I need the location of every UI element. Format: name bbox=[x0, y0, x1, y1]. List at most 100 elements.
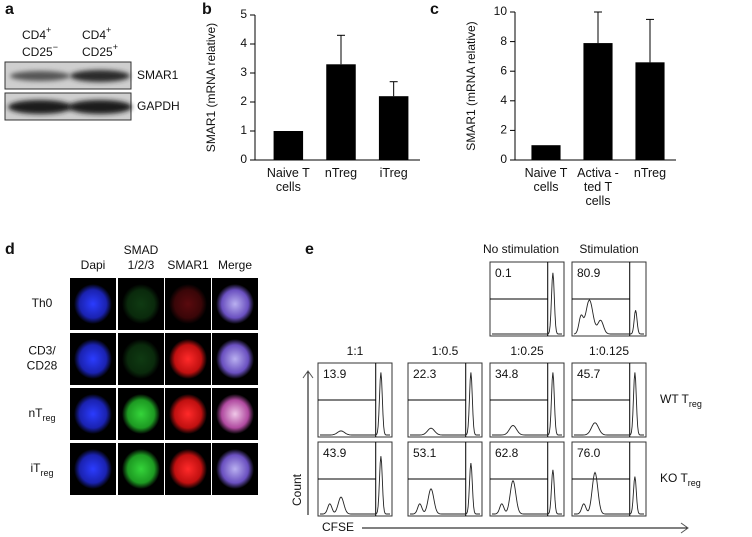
label-main: CD25 bbox=[82, 45, 113, 59]
y-tick-label: 2 bbox=[240, 94, 247, 108]
arrow-head bbox=[680, 522, 689, 534]
panel-label: a bbox=[5, 1, 14, 18]
label-main: KO T bbox=[660, 471, 688, 485]
panel-label: c bbox=[430, 1, 439, 18]
blot-column-label: CD25+ bbox=[82, 42, 118, 59]
label-main: CD25 bbox=[22, 45, 53, 59]
label-sub: reg bbox=[689, 399, 702, 409]
label-sup: + bbox=[106, 25, 111, 35]
arrow-head bbox=[302, 370, 314, 379]
row-label: CD3/ bbox=[28, 344, 56, 358]
cell bbox=[122, 284, 160, 324]
blot-band-label: GAPDH bbox=[137, 99, 180, 113]
label-sup: + bbox=[113, 42, 118, 52]
column-header: 1:0.25 bbox=[510, 344, 544, 358]
y-tick-label: 0 bbox=[500, 152, 507, 166]
gate-percentage: 80.9 bbox=[577, 266, 601, 280]
label-sub: reg bbox=[688, 478, 701, 488]
y-tick-label: 3 bbox=[240, 65, 247, 79]
x-tick-label: Naive T cells bbox=[524, 166, 568, 194]
cell bbox=[169, 284, 207, 324]
gate-percentage: 13.9 bbox=[323, 367, 347, 381]
column-header: 1:0.5 bbox=[432, 344, 459, 358]
y-tick-label: 4 bbox=[500, 93, 507, 107]
column-header: Stimulation bbox=[579, 242, 638, 256]
x-tick-label-box: Activa -ted T cells bbox=[577, 166, 619, 208]
x-tick-label-box: nTreg bbox=[324, 166, 358, 180]
cell bbox=[216, 284, 254, 324]
x-tick-label: iTreg bbox=[379, 166, 408, 180]
x-tick-label: Activa -ted T cells bbox=[577, 166, 619, 208]
blot-band bbox=[70, 70, 130, 82]
cell bbox=[122, 394, 160, 434]
panel-label: b bbox=[202, 1, 212, 18]
y-tick-label: 10 bbox=[494, 4, 508, 18]
column-header: Merge bbox=[218, 258, 252, 272]
column-header: 1:1 bbox=[347, 344, 364, 358]
cell bbox=[122, 339, 160, 379]
x-tick-label-box: nTreg bbox=[633, 166, 667, 180]
x-tick-label-box: iTreg bbox=[379, 166, 408, 180]
blot-band bbox=[68, 100, 132, 114]
column-header: Dapi bbox=[81, 258, 106, 272]
histogram bbox=[573, 299, 644, 335]
x-tick-label-box: Naive T cells bbox=[524, 166, 568, 194]
y-axis-label: SMAR1 (mRNA relative) bbox=[464, 21, 478, 150]
cell bbox=[216, 339, 254, 379]
label-main: CD4 bbox=[82, 28, 106, 42]
label-main: CD4 bbox=[22, 28, 46, 42]
row-label: Th0 bbox=[32, 296, 53, 310]
x-tick-label: Naive T cells bbox=[266, 166, 310, 194]
gate-percentage: 22.3 bbox=[413, 367, 437, 381]
cell bbox=[169, 449, 207, 489]
y-tick-label: 0 bbox=[240, 152, 247, 166]
y-tick-label: 5 bbox=[240, 7, 247, 21]
histogram bbox=[574, 372, 644, 436]
row-label: iTreg bbox=[30, 461, 53, 478]
histogram bbox=[410, 372, 480, 436]
cell bbox=[169, 339, 207, 379]
y-axis-label: SMAR1 (mRNA relative) bbox=[204, 23, 218, 152]
histogram bbox=[320, 456, 390, 515]
histogram bbox=[320, 372, 390, 436]
cell bbox=[169, 394, 207, 434]
bar bbox=[326, 64, 356, 160]
blot-band-label: SMAR1 bbox=[137, 68, 179, 82]
y-tick-label: 8 bbox=[500, 34, 507, 48]
label-sub: reg bbox=[40, 468, 53, 478]
label-main: nT bbox=[28, 406, 43, 420]
label-main: iT bbox=[30, 461, 41, 475]
x-tick-label: nTreg bbox=[324, 166, 358, 180]
gate-percentage: 45.7 bbox=[577, 367, 601, 381]
gate-percentage: 0.1 bbox=[495, 266, 512, 280]
histogram bbox=[492, 272, 562, 335]
cell bbox=[74, 394, 112, 434]
bar bbox=[273, 131, 304, 160]
histogram bbox=[492, 372, 562, 436]
blot-band bbox=[10, 71, 70, 81]
bar bbox=[378, 96, 409, 160]
y-axis-label: Count bbox=[290, 473, 304, 506]
label-sup: − bbox=[53, 42, 58, 52]
cell bbox=[216, 394, 254, 434]
panel-label: e bbox=[305, 241, 314, 258]
panel-label: d bbox=[5, 241, 15, 258]
row-label: WT Treg bbox=[660, 392, 702, 409]
label-main: WT T bbox=[660, 392, 690, 406]
gate-percentage: 34.8 bbox=[495, 367, 519, 381]
row-label: KO Treg bbox=[660, 471, 701, 488]
column-header: 1:0.125 bbox=[589, 344, 629, 358]
cell bbox=[74, 449, 112, 489]
gate-percentage: 76.0 bbox=[577, 446, 601, 460]
cell bbox=[216, 449, 254, 489]
blot-column-label: CD4+ bbox=[22, 25, 51, 42]
y-tick-label: 4 bbox=[240, 36, 247, 50]
blot-band bbox=[8, 100, 72, 114]
blot-column-label: CD4+ bbox=[82, 25, 111, 42]
y-tick-label: 1 bbox=[240, 123, 247, 137]
row-label: CD28 bbox=[27, 359, 58, 373]
histogram bbox=[410, 462, 480, 515]
cell bbox=[74, 284, 112, 324]
x-tick-label: nTreg bbox=[633, 166, 667, 180]
